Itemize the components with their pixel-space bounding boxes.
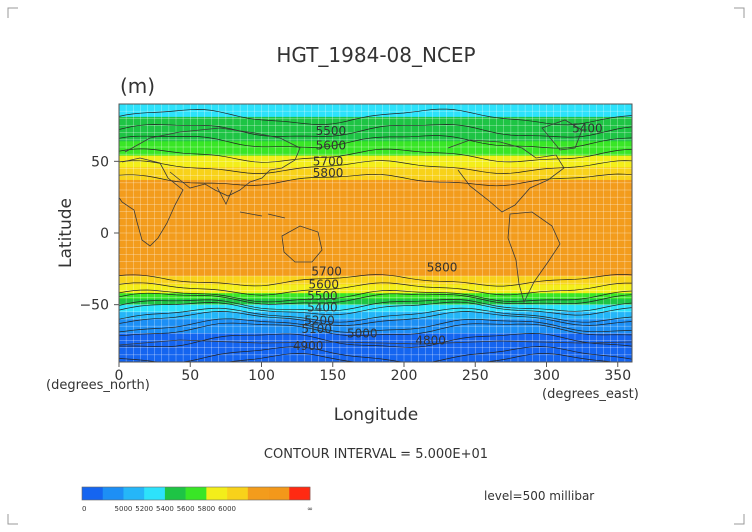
colorbar-swatch [206, 487, 228, 500]
units-label: (m) [120, 74, 155, 98]
contour-label: 5000 [347, 326, 378, 340]
contour-label: 5600 [316, 139, 347, 153]
colorbar-label: ∞ [307, 505, 313, 513]
contour-label: 5500 [307, 289, 338, 303]
contour-label: 5700 [313, 154, 344, 168]
contour-label: 5400 [307, 301, 338, 315]
contour-line [119, 148, 632, 163]
contour-line [119, 301, 632, 316]
colorbar-swatch [144, 487, 166, 500]
x-axis-ticks: 0 50 100 150 200 250 300 350 [115, 362, 631, 384]
chart-title: HGT_1984-08_NCEP [276, 43, 475, 67]
contour-line [119, 289, 632, 303]
level-text: level=500 millibar [484, 489, 594, 503]
contour-line [119, 124, 632, 138]
contour-label: 4900 [293, 339, 324, 353]
contour-line [119, 307, 632, 323]
colorbar-label: 6000 [218, 505, 236, 513]
contour-lines [119, 108, 632, 362]
contour-line [119, 346, 632, 362]
colorbar-label: 5000 [115, 505, 133, 513]
contour-label: 5100 [301, 322, 332, 336]
colorbar-swatch [164, 487, 186, 500]
y-axis-ticks: 50 0 −50 [79, 154, 119, 314]
x-unit-label: (degrees_east) [542, 387, 639, 402]
x-tick-label: 100 [248, 368, 275, 384]
colorbar-swatch [185, 487, 207, 500]
x-tick-label: 300 [533, 368, 560, 384]
colorbar-swatch [82, 487, 104, 500]
corner-marks [7, 7, 745, 525]
y-tick-label: 0 [100, 226, 109, 242]
colorbar-swatch [123, 487, 145, 500]
contour-line [119, 311, 632, 326]
contour-line [119, 108, 632, 126]
coastline-outlines [119, 119, 632, 346]
plot-area [119, 104, 632, 362]
colorbar-label: 5200 [135, 505, 153, 513]
colorbar-label: 0 [82, 505, 86, 513]
colorbar-label: 5800 [197, 505, 215, 513]
colorbar-label: 5400 [156, 505, 174, 513]
contour-line [119, 173, 632, 187]
contour-line [119, 333, 632, 348]
contour-line [119, 135, 632, 149]
colorbar-swatch [289, 487, 311, 500]
contour-label: 5800 [313, 166, 344, 180]
x-tick-label: 50 [181, 368, 199, 384]
colorbar-swatch [247, 487, 269, 500]
contour-label: 5400 [572, 121, 603, 135]
contour-label: 5600 [309, 278, 340, 292]
contour-line [224, 353, 616, 362]
contour-line [119, 292, 632, 305]
colorbar-swatch [268, 487, 290, 500]
colorbar [81, 486, 311, 501]
contour-line [119, 322, 632, 337]
colorbar-frame [81, 486, 311, 501]
x-tick-label: 350 [604, 368, 631, 384]
y-tick-label: −50 [79, 298, 109, 314]
contour-label: 5200 [304, 313, 335, 327]
colorbar-label: 5600 [177, 505, 195, 513]
contour-line [119, 274, 632, 287]
x-tick-label: 200 [391, 368, 418, 384]
contour-label: 5800 [427, 260, 458, 274]
contour-label: 5500 [316, 124, 347, 138]
y-unit-label: (degrees_north) [46, 378, 150, 393]
contour-label: 5700 [311, 265, 342, 279]
x-tick-label: 0 [115, 368, 124, 384]
contour-line [119, 318, 632, 333]
contour-line [119, 160, 632, 174]
colorbar-swatch [227, 487, 249, 500]
colorbar-labels: 0 5000 5200 5400 5600 5800 6000 ∞ [82, 505, 313, 513]
contour-labels: 5500560057005800540058005700560055005400… [293, 121, 603, 353]
colorbar-swatch [102, 487, 124, 500]
x-axis-label: Longitude [334, 405, 419, 425]
contour-interval-text: CONTOUR INTERVAL = 5.000E+01 [264, 447, 488, 462]
contour-line [119, 298, 632, 312]
y-axis-label: Latitude [56, 198, 76, 268]
contour-label: 4800 [415, 334, 446, 348]
contour-line [119, 282, 632, 296]
y-tick-label: 50 [91, 154, 109, 170]
x-tick-label: 150 [319, 368, 346, 384]
x-tick-label: 250 [462, 368, 489, 384]
